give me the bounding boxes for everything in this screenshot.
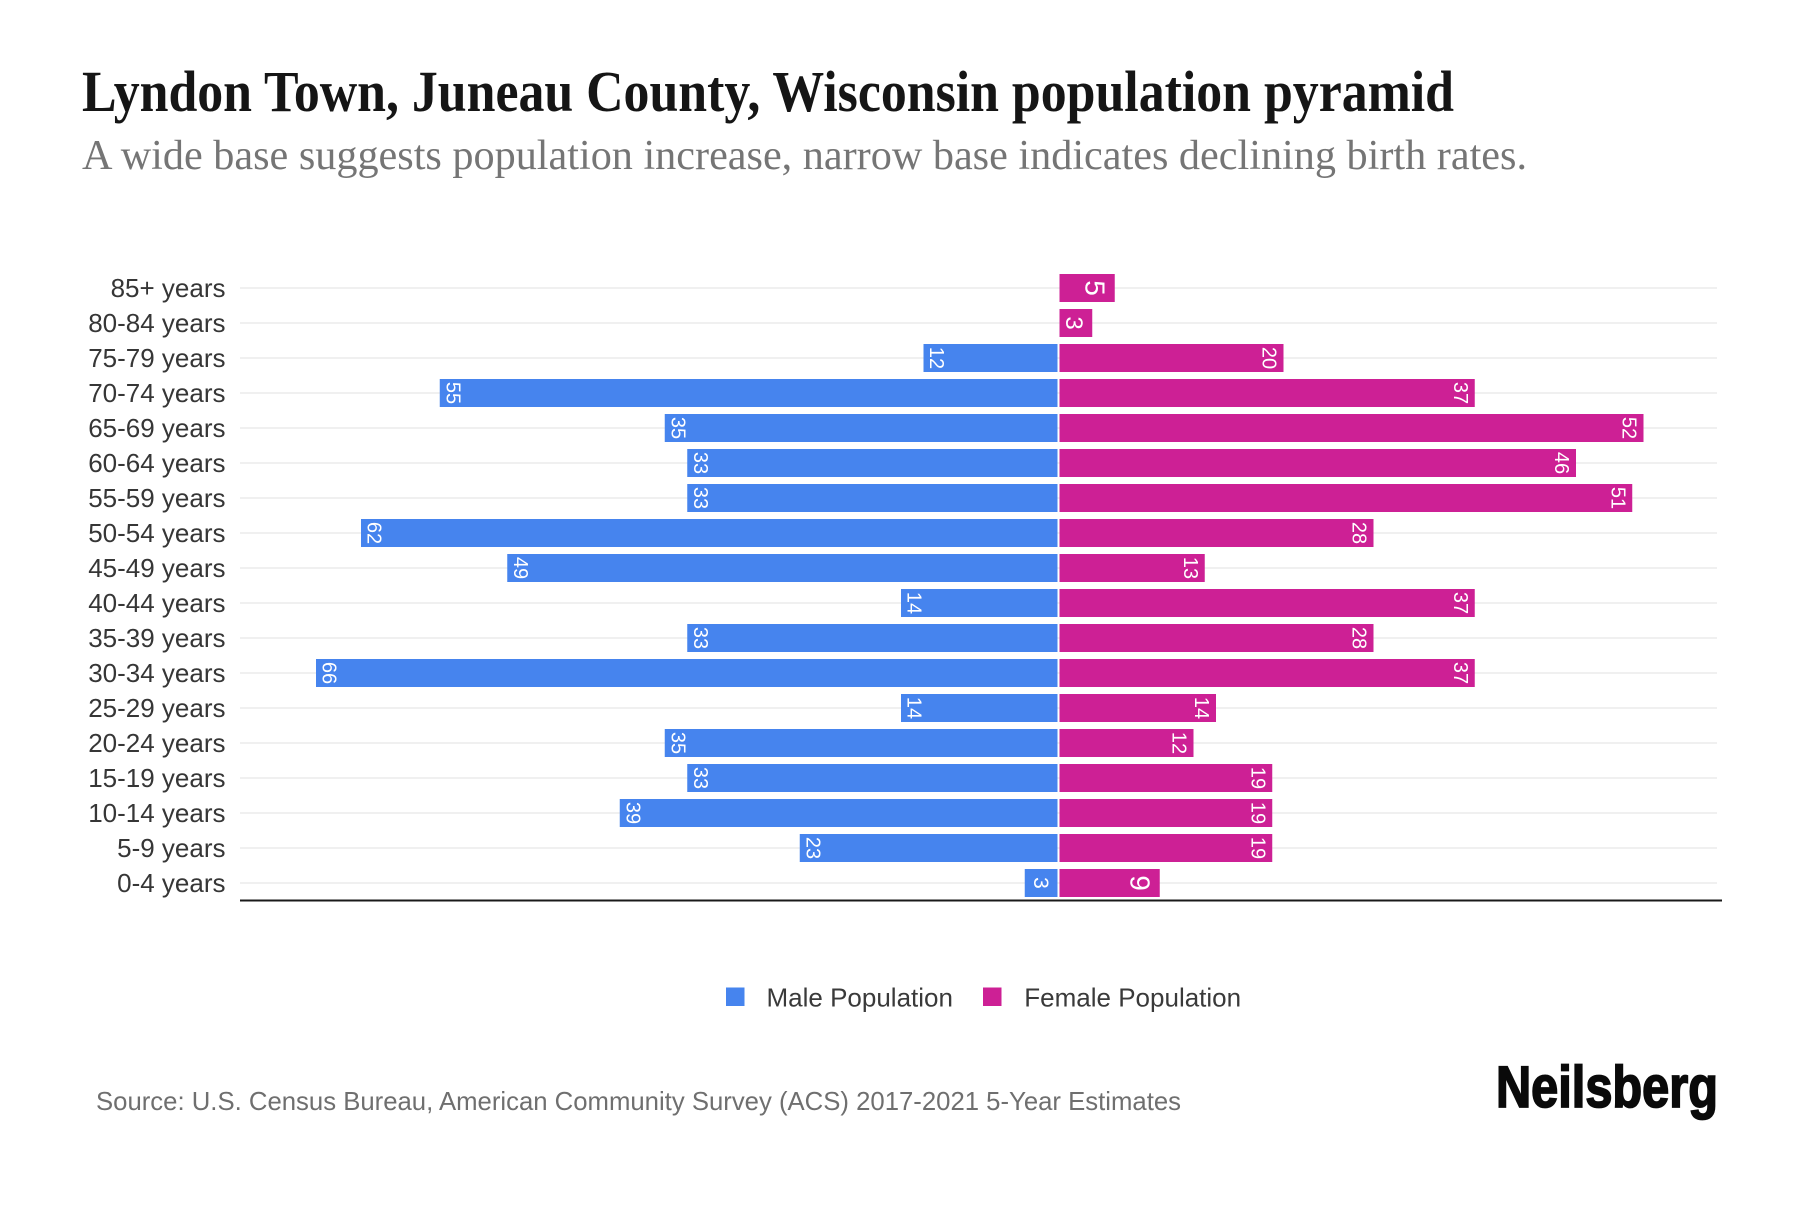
svg-text:28: 28 (1348, 522, 1370, 544)
svg-text:14: 14 (1190, 697, 1212, 719)
svg-text:60-64 years: 60-64 years (88, 448, 225, 478)
svg-text:28: 28 (1348, 627, 1370, 649)
svg-text:3: 3 (1060, 316, 1087, 329)
svg-text:23: 23 (801, 837, 823, 859)
svg-text:15-19 years: 15-19 years (88, 763, 225, 793)
svg-text:10-14 years: 10-14 years (88, 798, 225, 828)
svg-text:12: 12 (1168, 732, 1190, 754)
svg-text:33: 33 (689, 487, 711, 509)
svg-text:14: 14 (903, 697, 925, 719)
svg-text:14: 14 (903, 592, 925, 614)
svg-text:37: 37 (1449, 662, 1471, 684)
svg-text:20: 20 (1258, 347, 1280, 369)
svg-text:35: 35 (666, 732, 688, 754)
svg-text:33: 33 (689, 627, 711, 649)
svg-text:40-44 years: 40-44 years (88, 588, 225, 618)
svg-text:37: 37 (1449, 592, 1471, 614)
svg-text:75-79 years: 75-79 years (88, 343, 225, 373)
svg-text:9: 9 (1125, 875, 1156, 891)
svg-text:19: 19 (1246, 837, 1268, 859)
svg-text:55-59 years: 55-59 years (88, 483, 225, 513)
svg-text:45-49 years: 45-49 years (88, 553, 225, 583)
svg-text:35-39 years: 35-39 years (88, 623, 225, 653)
svg-text:33: 33 (689, 767, 711, 789)
svg-text:Source: U.S. Census Bureau, Am: Source: U.S. Census Bureau, American Com… (96, 1086, 1181, 1116)
svg-text:46: 46 (1550, 452, 1572, 474)
svg-text:20-24 years: 20-24 years (88, 728, 225, 758)
svg-text:Neilsberg: Neilsberg (1496, 1055, 1718, 1120)
svg-text:25-29 years: 25-29 years (88, 693, 225, 723)
svg-text:Male Population: Male Population (767, 983, 953, 1013)
svg-text:19: 19 (1246, 767, 1268, 789)
svg-text:62: 62 (363, 522, 385, 544)
svg-text:30-34 years: 30-34 years (88, 658, 225, 688)
svg-text:0-4 years: 0-4 years (117, 868, 225, 898)
svg-text:Lyndon Town, Juneau County, Wi: Lyndon Town, Juneau County, Wisconsin po… (82, 59, 1454, 124)
svg-text:37: 37 (1449, 382, 1471, 404)
svg-text:12: 12 (925, 347, 947, 369)
svg-text:Female Population: Female Population (1024, 983, 1241, 1013)
svg-text:55: 55 (441, 382, 463, 404)
svg-text:A wide base suggests populatio: A wide base suggests population increase… (82, 133, 1527, 179)
svg-text:65-69 years: 65-69 years (88, 413, 225, 443)
svg-text:80-84 years: 80-84 years (88, 308, 225, 338)
svg-text:3: 3 (1029, 877, 1052, 889)
svg-text:35: 35 (666, 417, 688, 439)
svg-text:51: 51 (1606, 487, 1628, 509)
svg-text:13: 13 (1179, 557, 1201, 579)
svg-text:5-9 years: 5-9 years (117, 833, 225, 863)
svg-text:52: 52 (1618, 417, 1640, 439)
svg-text:39: 39 (621, 802, 643, 824)
svg-text:66: 66 (318, 662, 340, 684)
svg-text:49: 49 (509, 557, 531, 579)
svg-text:85+ years: 85+ years (111, 273, 226, 303)
svg-text:70-74 years: 70-74 years (88, 378, 225, 408)
svg-text:19: 19 (1246, 802, 1268, 824)
svg-text:50-54 years: 50-54 years (88, 518, 225, 548)
svg-text:33: 33 (689, 452, 711, 474)
svg-text:5: 5 (1080, 280, 1111, 296)
